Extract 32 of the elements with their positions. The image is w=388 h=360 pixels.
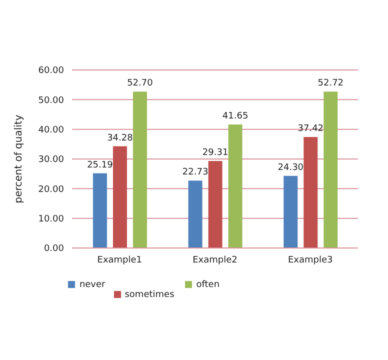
- bar: [208, 161, 222, 248]
- data-label: 22.73: [182, 168, 208, 178]
- bar: [228, 124, 242, 248]
- x-tick-label: Example1: [97, 255, 142, 266]
- data-label: 34.28: [107, 133, 134, 144]
- bar: [188, 180, 202, 248]
- data-label: 29.31: [202, 148, 228, 158]
- y-axis-title: percent of quality: [14, 114, 25, 204]
- bar: [324, 92, 338, 248]
- bar: [284, 176, 298, 248]
- legend-label: often: [196, 280, 220, 290]
- y-tick-label: 50.00: [38, 96, 64, 106]
- y-tick-label: 40.00: [38, 126, 64, 136]
- data-label: 24.30: [278, 162, 304, 173]
- data-label: 52.70: [127, 78, 154, 89]
- legend-label: sometimes: [124, 290, 174, 300]
- y-tick-label: 60.00: [38, 66, 64, 76]
- x-tick-label: Example2: [192, 255, 238, 266]
- y-tick-label: 30.00: [38, 155, 64, 166]
- x-tick-label: Example3: [288, 255, 333, 266]
- data-label: 41.65: [222, 111, 248, 122]
- y-tick-label: 20.00: [38, 184, 64, 195]
- data-label: 37.42: [298, 124, 324, 134]
- bar: [92, 173, 107, 248]
- y-tick-label: 10.00: [38, 214, 64, 225]
- bar: [132, 92, 147, 248]
- data-label: 52.72: [318, 78, 344, 89]
- bar: [304, 136, 318, 248]
- legend-label: never: [79, 280, 106, 290]
- y-tick-label: 0.00: [44, 244, 64, 254]
- data-label: 25.19: [87, 160, 114, 170]
- bar: [112, 146, 127, 248]
